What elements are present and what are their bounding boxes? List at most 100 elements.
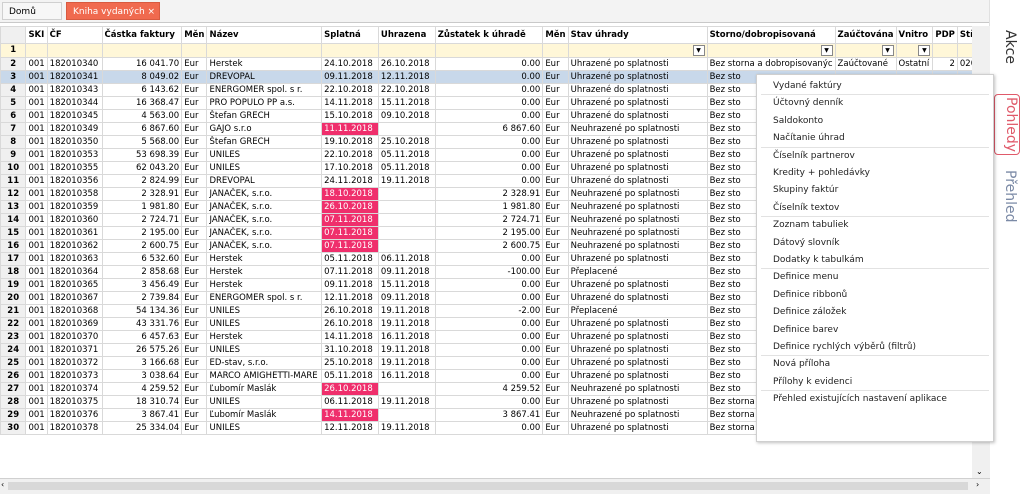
table-cell[interactable]: 5 568.00 [101,135,183,149]
table-cell[interactable]: 0.00 [434,252,544,266]
table-cell[interactable]: JANAČEK, s.r.o. [206,213,323,227]
table-cell[interactable]: 19.11.2018 [377,421,436,435]
menu-item[interactable]: Kredity + pohledávky [773,168,871,178]
table-cell[interactable]: Eur [542,304,569,318]
col-header[interactable]: Zůstatek k úhradě [434,26,544,44]
table-cell[interactable]: 07.11.2018 [321,239,379,253]
table-cell[interactable]: Herstek [206,252,323,266]
table-cell[interactable]: UNILES [206,317,323,331]
table-cell[interactable]: 26 575.26 [101,343,183,357]
table-cell[interactable]: Eur [542,174,569,188]
table-cell[interactable]: Eur [181,187,208,201]
table-cell[interactable]: Neuhrazené po splatnosti [567,200,708,214]
table-cell[interactable]: MARCO AMIGHETTI-MARE [206,369,323,383]
table-cell[interactable]: 2 195.00 [101,226,183,240]
table-cell[interactable]: 2 724.71 [101,213,183,227]
table-cell[interactable]: 2 724.71 [434,213,544,227]
table-cell[interactable]: Uhrazené po splatnosti [567,278,708,292]
table-cell[interactable]: 0.00 [434,96,544,110]
table-cell[interactable]: Eur [542,252,569,266]
table-cell[interactable]: 6 457.63 [101,330,183,344]
menu-item[interactable]: Skupiny faktúr [773,185,839,196]
table-cell[interactable]: 19.11.2018 [377,174,436,188]
table-cell[interactable]: Uhrazené do splatnosti [567,291,708,305]
table-cell[interactable]: 43 331.76 [101,317,183,331]
table-cell[interactable]: UNILES [206,148,323,162]
table-cell[interactable]: Eur [181,213,208,227]
menu-item[interactable]: Definice rychlých výběrů (filtrů) [773,342,916,352]
scroll-thumb[interactable] [8,482,968,490]
table-cell[interactable]: Eur [181,343,208,357]
col-header[interactable]: Vnitro [895,26,934,44]
table-cell[interactable]: 2 195.00 [434,226,544,240]
table-cell[interactable] [377,122,436,136]
table-cell[interactable]: 24.10.2018 [321,57,379,71]
table-cell[interactable]: 001 [25,252,48,266]
table-cell[interactable]: Neuhrazené po splatnosti [567,187,708,201]
menu-item[interactable]: Definice menu [773,272,839,283]
table-cell[interactable]: Eur [181,369,208,383]
table-cell[interactable]: Eur [542,278,569,292]
table-cell[interactable]: 09.11.2018 [321,278,379,292]
table-cell[interactable]: 182010363 [46,252,103,266]
table-cell[interactable]: Eur [181,174,208,188]
table-cell[interactable]: 001 [25,265,48,279]
table-cell[interactable]: Eur [542,317,569,331]
table-cell[interactable]: 182010373 [46,369,103,383]
table-cell[interactable]: Eur [181,317,208,331]
filter-cell[interactable] [206,43,323,58]
table-cell[interactable]: 2 858.68 [101,265,183,279]
table-cell[interactable]: JANAČEK, s.r.o. [206,239,323,253]
table-cell[interactable]: Eur [181,148,208,162]
table-cell[interactable]: Uhrazené po splatnosti [567,356,708,370]
table-cell[interactable]: 06.11.2018 [321,395,379,409]
table-cell[interactable]: Eur [542,83,569,97]
table-cell[interactable]: Eur [181,96,208,110]
table-cell[interactable]: 05.11.2018 [377,148,436,162]
table-cell[interactable]: 0.00 [434,343,544,357]
table-cell[interactable]: 3 456.49 [101,278,183,292]
table-cell[interactable]: JANAČEK, s.r.o. [206,187,323,201]
table-cell[interactable]: 19.11.2018 [377,304,436,318]
scroll-left-icon[interactable]: ‹ [1,480,5,489]
table-cell[interactable]: Eur [181,265,208,279]
table-cell[interactable] [377,382,436,396]
table-cell[interactable]: ENERGOMER spol. s r. [206,83,323,97]
col-header[interactable]: Částka faktury [101,26,183,44]
table-cell[interactable]: 001 [25,291,48,305]
table-cell[interactable]: 09.11.2018 [377,265,436,279]
table-cell[interactable]: 3 867.41 [101,408,183,422]
table-cell[interactable]: Uhrazené po splatnosti [567,135,708,149]
scroll-down-icon[interactable]: ⌄ [976,467,983,476]
table-cell[interactable]: Neuhrazené po splatnosti [567,226,708,240]
table-cell[interactable]: Eur [542,122,569,136]
table-cell[interactable]: 0.00 [434,330,544,344]
table-cell[interactable]: 182010359 [46,200,103,214]
table-cell[interactable]: 15.11.2018 [377,96,436,110]
table-cell[interactable]: Uhrazené do splatnosti [567,83,708,97]
table-cell[interactable]: Eur [542,369,569,383]
table-cell[interactable]: Uhrazené po splatnosti [567,395,708,409]
table-cell[interactable]: Eur [542,96,569,110]
table-cell[interactable]: 182010370 [46,330,103,344]
dropdown-icon[interactable]: ▼ [692,45,705,56]
table-cell[interactable]: Eur [542,382,569,396]
col-header[interactable]: Zaúčtována [834,26,897,44]
menu-item[interactable]: Dátový slovník [773,237,840,248]
menu-item[interactable]: Saldokonto [773,115,824,126]
table-cell[interactable]: 001 [25,57,48,71]
table-cell[interactable]: Eur [181,122,208,136]
table-cell[interactable]: Eur [542,161,569,175]
table-cell[interactable]: Eur [542,187,569,201]
table-cell[interactable]: 26.10.2018 [321,382,379,396]
side-tab-akce[interactable]: Akce [1002,30,1018,64]
table-cell[interactable]: 0.00 [434,70,544,84]
col-header[interactable]: PDP [932,26,958,44]
table-cell[interactable]: Eur [542,57,569,71]
table-cell[interactable]: 0.00 [434,317,544,331]
table-cell[interactable]: 53 698.39 [101,148,183,162]
menu-item[interactable]: Načítanie úhrad [773,133,845,144]
table-cell[interactable]: 22.10.2018 [377,83,436,97]
table-cell[interactable]: Uhrazené po splatnosti [567,330,708,344]
table-cell[interactable]: 182010361 [46,226,103,240]
